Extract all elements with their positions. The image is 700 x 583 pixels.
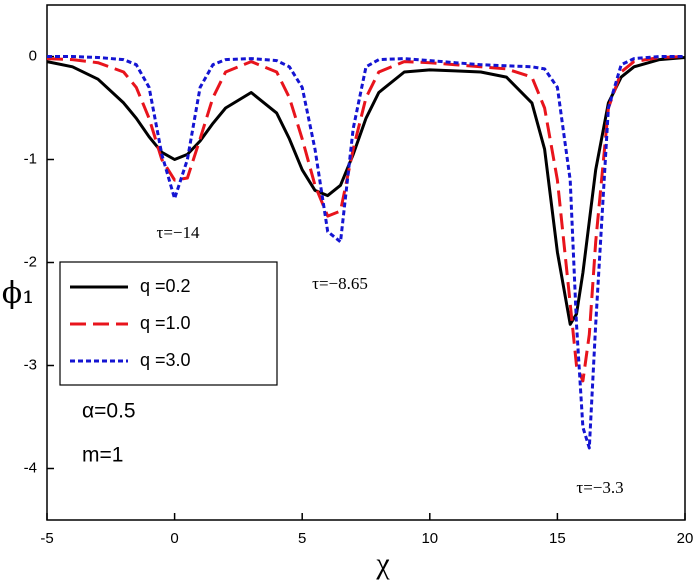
y-tick-label: -3 (24, 356, 37, 373)
x-axis-label: χ (375, 547, 390, 580)
y-tick-label: -4 (24, 459, 37, 476)
x-tick-label: 20 (677, 530, 694, 547)
annotation: τ=−8.65 (312, 274, 368, 293)
legend-label: q =1.0 (140, 313, 191, 333)
y-tick-label: -2 (24, 253, 37, 270)
parameter-note: α=0.5 (82, 400, 136, 423)
legend-label: q =3.0 (140, 350, 191, 370)
series-line (46, 56, 686, 326)
series-line (47, 55, 685, 450)
x-tick-label: 0 (170, 530, 178, 547)
x-tick-label: -5 (40, 530, 53, 547)
parameter-note: m=1 (82, 444, 123, 467)
x-tick-label: 15 (549, 530, 566, 547)
y-axis-label: ϕ₁ (2, 276, 34, 311)
series-line (46, 55, 686, 383)
annotation: τ=−14 (156, 223, 200, 242)
x-tick-label: 10 (421, 530, 438, 547)
annotation: τ=−3.3 (576, 478, 623, 497)
y-tick-label: -1 (24, 150, 37, 167)
y-tick-label: 0 (29, 47, 37, 64)
x-tick-label: 5 (298, 530, 306, 547)
legend-label: q =0.2 (140, 276, 191, 296)
